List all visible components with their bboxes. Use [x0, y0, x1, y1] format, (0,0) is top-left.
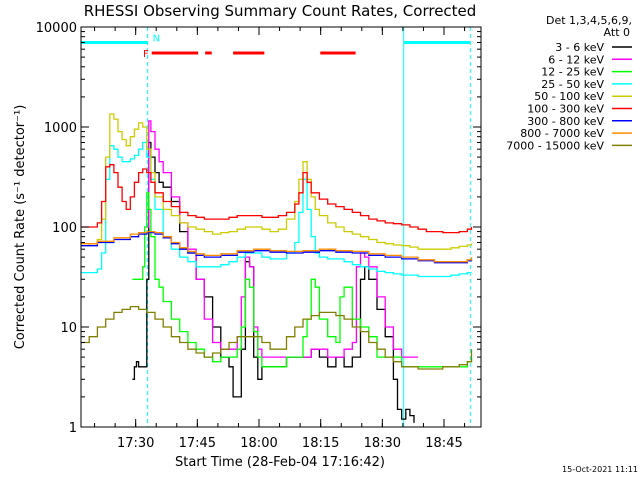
series-line-5 [81, 113, 473, 250]
x-tick-label: 18:15 [302, 436, 339, 451]
y-tick-label: 1 [69, 421, 77, 436]
series-line-2 [146, 120, 419, 358]
series-line-9 [81, 305, 473, 370]
x-tick-label: 18:45 [425, 436, 462, 451]
x-axis-label: Start Time (28-Feb-04 17:16:42) [175, 455, 385, 470]
chart-title: RHESSI Observing Summary Count Rates, Co… [84, 2, 477, 20]
legend-label-2: 6 - 12 keV [548, 53, 604, 66]
y-tick-label: 100 [52, 221, 77, 236]
y-tick-label: 10000 [36, 21, 77, 36]
axes: 1 10 100 1000 10000 17:30 17:45 18:00 18:15 18:30… [36, 21, 481, 451]
series-line-4 [81, 141, 472, 278]
series-line-3 [132, 192, 473, 368]
series-line-6 [81, 164, 473, 234]
y-tick-label: 10 [60, 321, 77, 336]
legend-header-line-1: Det 1,3,4,5,6,9, [546, 14, 632, 27]
legend-label-9: 7000 - 15000 keV [506, 139, 604, 152]
legend-label-5: 50 - 100 keV [534, 90, 604, 103]
legend-label-3: 12 - 25 keV [541, 66, 604, 79]
legend-label-1: 3 - 6 keV [555, 41, 604, 54]
night-flag-label: N [153, 33, 160, 44]
series-line-7 [81, 231, 473, 264]
x-tick-label: 17:45 [179, 436, 216, 451]
legend-header-line-2: Att 0 [604, 26, 630, 39]
legend-label-8: 800 - 7000 keV [520, 127, 604, 140]
y-tick-label: 1000 [44, 121, 77, 136]
legend-label-7: 300 - 800 keV [527, 115, 604, 128]
flare-flag-label: F [143, 49, 149, 60]
legend-label-4: 25 - 50 keV [541, 78, 604, 91]
x-tick-label: 18:30 [364, 436, 401, 451]
series-line-1 [132, 141, 415, 423]
x-tick-label: 18:00 [240, 436, 277, 451]
generation-timestamp: 15-Oct-2021 11:11 [562, 465, 638, 474]
series-group [81, 113, 473, 423]
x-tick-label: 17:30 [117, 436, 154, 451]
series-line-8 [81, 230, 473, 263]
y-axis-label: Corrected Count Rate (s⁻¹ detector⁻¹) [13, 105, 28, 350]
legend-label-6: 100 - 300 keV [527, 103, 604, 116]
